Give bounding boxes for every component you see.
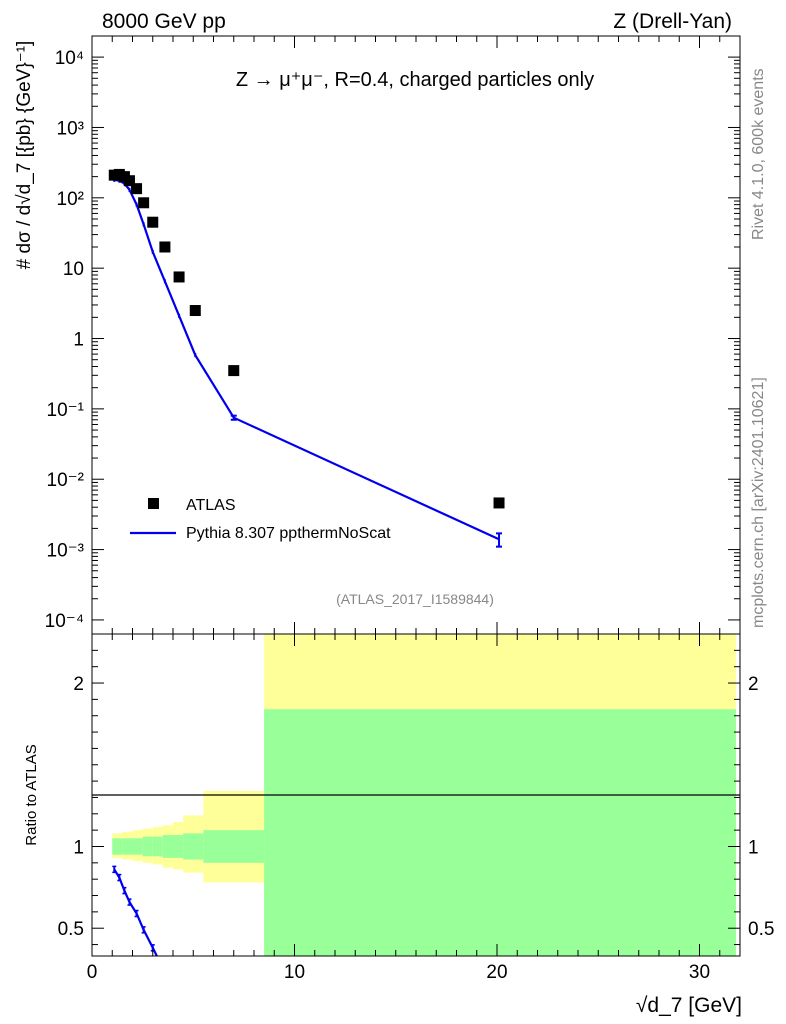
ratio-frame [91,633,741,957]
pythia-line [114,178,500,541]
ratio-ylabel: Ratio to ATLAS [23,744,40,845]
main-title: Z → μ⁺μ⁻, R=0.4, charged particles only [236,69,594,91]
ratio-stat-band [264,709,736,956]
legend-atlas-marker [148,498,159,509]
atlas-point [131,183,143,195]
ratio-series [112,865,158,957]
ratio-y-tick-label-right: 2 [748,674,759,695]
main-y-tick-label: 10³ [57,118,84,139]
atlas-point [159,241,171,253]
main-y-ticks: 10⁴ 10³ 10² 10 1 10⁻¹ 10⁻² 10⁻³ 10⁻⁴ [45,36,741,634]
main-y-tick-label: 10² [57,189,84,210]
main-y-tick-label: 10⁻⁴ [45,611,84,632]
atlas-series [108,168,505,509]
atlas-point [123,175,135,187]
legend-pythia-label: Pythia 8.307 ppthermNoScat [186,525,391,542]
ratio-x-tick-label: 20 [486,962,507,983]
main-y-tick-label: 10 [63,259,84,280]
ratio-stat-band [162,835,173,858]
ratio-plot: 0.5 0.5 1 1 2 2 0 10 20 30 Ratio to ATLAS √d_7 [… [23,633,774,1017]
header-right: Z (Drell-Yan) [613,10,732,33]
ratio-stat-band [122,838,133,855]
atlas-point [189,305,201,317]
atlas-point [173,271,185,283]
legend-atlas-label: ATLAS [186,497,236,514]
main-plot: Z → μ⁺μ⁻, R=0.4, charged particles only … [14,35,741,635]
reference-label: (ATLAS_2017_I1589844) [336,591,494,607]
mcplots-label: mcplots.cern.ch [arXiv:2401.10621] [750,377,767,628]
main-y-tick-label: 1 [73,330,84,351]
atlas-point [147,216,159,228]
header-left: 8000 GeV pp [102,10,226,33]
ratio-x-tick-label: 0 [87,962,98,983]
main-frame [91,35,741,635]
atlas-point [228,365,240,377]
main-ylabel: # dσ / d√d_7 [{pb} {GeV}⁻¹] [14,41,35,270]
ratio-y-tick-label-right: 1 [748,837,759,858]
main-y-tick-label: 10⁻² [47,470,85,491]
atlas-point [138,197,150,209]
main-y-tick-label: 10⁴ [55,48,84,69]
ratio-stat-band [142,836,153,857]
x-axis-label: √d_7 [GeV] [636,994,742,1017]
ratio-stat-band [112,838,123,855]
ratio-y-tick-label: 2 [73,674,84,695]
ratio-y-tick-label: 0.5 [58,919,84,940]
ratio-stat-band [152,836,163,857]
ratio-y-tick-label-right: 0.5 [748,919,774,940]
main-y-tick-label: 10⁻³ [47,541,85,562]
atlas-point [493,497,505,509]
pythia-series [113,177,503,548]
ratio-y-ticks: 0.5 0.5 1 1 2 2 [58,649,774,946]
ratio-stat-band [173,835,184,858]
ratio-x-tick-label: 30 [689,962,710,983]
ratio-stat-band [183,833,204,860]
ratio-stat-band [132,838,143,855]
rivet-label: Rivet 4.1.0, 600k events [750,68,767,240]
ratio-x-tick-label: 10 [284,962,305,983]
main-y-tick-label: 10⁻¹ [47,400,85,421]
legend: ATLAS Pythia 8.307 ppthermNoScat [130,497,391,542]
ratio-stat-band [203,830,265,863]
ratio-y-tick-label: 1 [73,837,84,858]
